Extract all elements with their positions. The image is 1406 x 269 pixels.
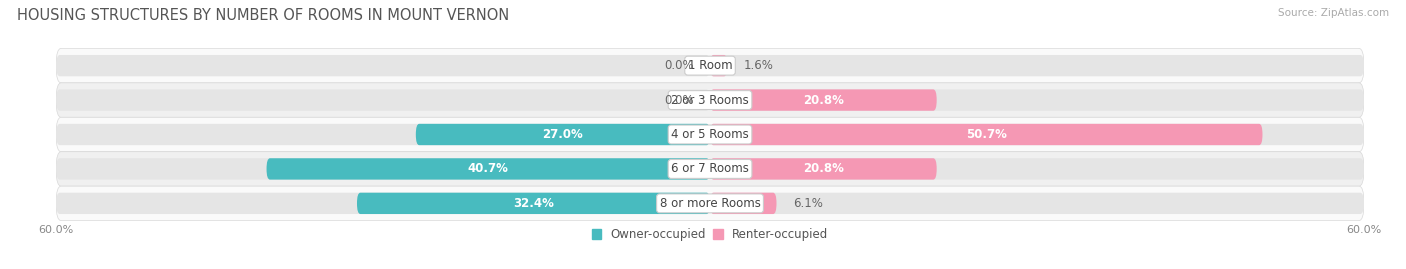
FancyBboxPatch shape — [710, 124, 1263, 145]
FancyBboxPatch shape — [56, 186, 1364, 221]
Text: Source: ZipAtlas.com: Source: ZipAtlas.com — [1278, 8, 1389, 18]
FancyBboxPatch shape — [56, 124, 710, 145]
FancyBboxPatch shape — [710, 89, 936, 111]
FancyBboxPatch shape — [416, 124, 710, 145]
Text: 20.8%: 20.8% — [803, 162, 844, 175]
FancyBboxPatch shape — [710, 158, 1364, 180]
FancyBboxPatch shape — [710, 193, 776, 214]
Text: 20.8%: 20.8% — [803, 94, 844, 107]
FancyBboxPatch shape — [710, 89, 1364, 111]
Text: 0.0%: 0.0% — [664, 94, 693, 107]
FancyBboxPatch shape — [710, 55, 1364, 76]
Text: 1.6%: 1.6% — [744, 59, 773, 72]
FancyBboxPatch shape — [267, 158, 710, 180]
FancyBboxPatch shape — [357, 193, 710, 214]
Legend: Owner-occupied, Renter-occupied: Owner-occupied, Renter-occupied — [586, 223, 834, 246]
FancyBboxPatch shape — [56, 55, 710, 76]
Text: 27.0%: 27.0% — [543, 128, 583, 141]
FancyBboxPatch shape — [710, 124, 1364, 145]
FancyBboxPatch shape — [56, 117, 1364, 152]
Text: 40.7%: 40.7% — [468, 162, 509, 175]
FancyBboxPatch shape — [56, 83, 1364, 117]
FancyBboxPatch shape — [56, 89, 710, 111]
Text: 6.1%: 6.1% — [793, 197, 823, 210]
FancyBboxPatch shape — [56, 158, 710, 180]
Text: 32.4%: 32.4% — [513, 197, 554, 210]
FancyBboxPatch shape — [710, 193, 1364, 214]
Text: HOUSING STRUCTURES BY NUMBER OF ROOMS IN MOUNT VERNON: HOUSING STRUCTURES BY NUMBER OF ROOMS IN… — [17, 8, 509, 23]
FancyBboxPatch shape — [710, 55, 727, 76]
Text: 6 or 7 Rooms: 6 or 7 Rooms — [671, 162, 749, 175]
Text: 0.0%: 0.0% — [664, 59, 693, 72]
FancyBboxPatch shape — [710, 158, 936, 180]
Text: 50.7%: 50.7% — [966, 128, 1007, 141]
FancyBboxPatch shape — [56, 193, 710, 214]
FancyBboxPatch shape — [56, 48, 1364, 83]
Text: 8 or more Rooms: 8 or more Rooms — [659, 197, 761, 210]
FancyBboxPatch shape — [56, 152, 1364, 186]
Text: 2 or 3 Rooms: 2 or 3 Rooms — [671, 94, 749, 107]
Text: 1 Room: 1 Room — [688, 59, 733, 72]
Text: 4 or 5 Rooms: 4 or 5 Rooms — [671, 128, 749, 141]
